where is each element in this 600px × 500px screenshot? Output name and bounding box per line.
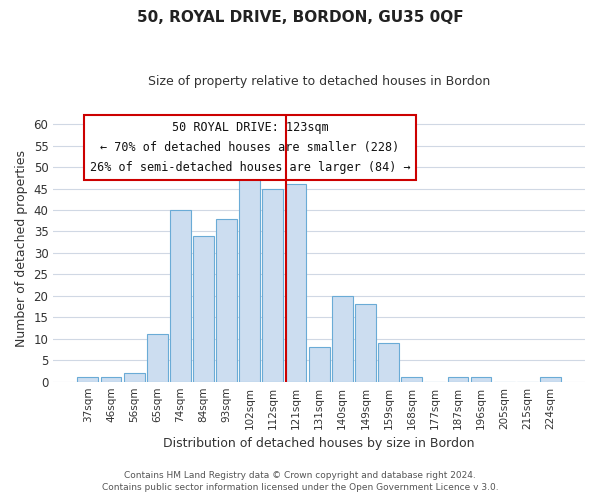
Bar xyxy=(540,378,561,382)
Bar xyxy=(448,378,469,382)
Bar xyxy=(309,348,329,382)
Bar xyxy=(77,378,98,382)
Title: Size of property relative to detached houses in Bordon: Size of property relative to detached ho… xyxy=(148,75,490,88)
Bar xyxy=(286,184,307,382)
Bar xyxy=(332,296,353,382)
Bar xyxy=(378,343,399,382)
Text: Contains HM Land Registry data © Crown copyright and database right 2024.
Contai: Contains HM Land Registry data © Crown c… xyxy=(101,471,499,492)
Y-axis label: Number of detached properties: Number of detached properties xyxy=(15,150,28,347)
Bar xyxy=(147,334,167,382)
Bar xyxy=(193,236,214,382)
Bar xyxy=(216,218,237,382)
Bar xyxy=(262,188,283,382)
Text: 50 ROYAL DRIVE: 123sqm
← 70% of detached houses are smaller (228)
26% of semi-de: 50 ROYAL DRIVE: 123sqm ← 70% of detached… xyxy=(90,121,410,174)
Bar xyxy=(101,378,121,382)
Bar xyxy=(470,378,491,382)
X-axis label: Distribution of detached houses by size in Bordon: Distribution of detached houses by size … xyxy=(163,437,475,450)
Bar xyxy=(355,304,376,382)
Bar xyxy=(170,210,191,382)
Bar xyxy=(124,373,145,382)
Bar xyxy=(239,172,260,382)
Bar xyxy=(401,378,422,382)
Text: 50, ROYAL DRIVE, BORDON, GU35 0QF: 50, ROYAL DRIVE, BORDON, GU35 0QF xyxy=(137,10,463,25)
